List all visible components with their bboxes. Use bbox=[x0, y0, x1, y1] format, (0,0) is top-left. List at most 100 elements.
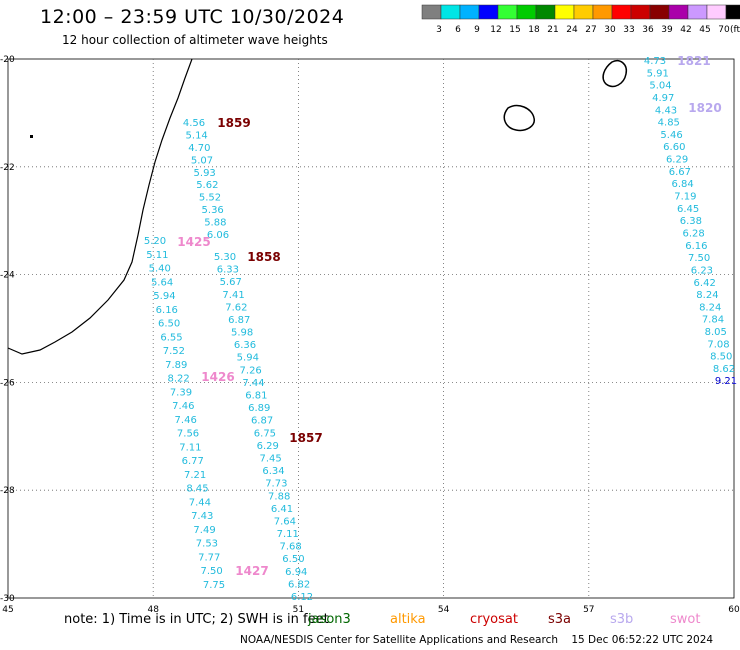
islet bbox=[30, 135, 33, 138]
x-tick-label: 54 bbox=[438, 605, 450, 615]
colorbar-label: 18 bbox=[528, 25, 540, 35]
pass-label: 1427 bbox=[235, 564, 268, 578]
wave-height-value: 7.50 bbox=[688, 253, 710, 264]
wave-height-value: 7.44 bbox=[242, 378, 264, 389]
colorbar-label: (ft) bbox=[730, 25, 740, 35]
wave-height-value: 5.36 bbox=[202, 205, 224, 216]
colorbar-label: 27 bbox=[585, 25, 596, 35]
wave-height-value: 6.94 bbox=[285, 567, 307, 578]
wave-height-value: 7.43 bbox=[191, 511, 213, 522]
wave-height-value: 5.07 bbox=[191, 155, 213, 166]
wave-height-value: 6.29 bbox=[666, 155, 688, 166]
color-swatch bbox=[497, 4, 518, 20]
wave-height-value: 7.49 bbox=[193, 525, 215, 536]
credit-timestamp: 15 Dec 06:52:22 UTC 2024 bbox=[571, 634, 714, 646]
mission-s3a: s3a bbox=[548, 612, 572, 627]
colorbar-label: 15 bbox=[509, 25, 520, 35]
reunion-island bbox=[503, 104, 535, 132]
color-swatch bbox=[478, 4, 499, 20]
wave-height-value: 5.88 bbox=[204, 218, 226, 229]
wave-height-value: 6.45 bbox=[677, 204, 699, 215]
x-tick-label: 57 bbox=[583, 605, 594, 615]
wave-height-value: 6.34 bbox=[262, 466, 284, 477]
wave-height-value: 6.60 bbox=[663, 142, 685, 153]
wave-height-value: 9.21 bbox=[715, 376, 737, 387]
footer-credit: NOAA/NESDIS Center for Satellite Applica… bbox=[240, 634, 713, 646]
wave-height-value: 5.67 bbox=[220, 277, 242, 288]
wave-height-value: 7.64 bbox=[274, 516, 296, 527]
color-swatch bbox=[421, 4, 442, 20]
wave-height-value: 7.89 bbox=[165, 360, 187, 371]
map-frame bbox=[7, 58, 735, 599]
wave-height-value: 7.53 bbox=[196, 539, 218, 550]
wave-height-value: 7.11 bbox=[179, 442, 201, 453]
colorbar-label: 12 bbox=[490, 25, 501, 35]
wave-height-value: 6.42 bbox=[694, 278, 716, 289]
wave-height-value: 8.45 bbox=[186, 484, 208, 495]
wave-height-value: 7.26 bbox=[240, 365, 262, 376]
color-swatch bbox=[573, 4, 594, 20]
wave-height-value: 7.11 bbox=[277, 529, 299, 540]
mission-s3b: s3b bbox=[610, 612, 634, 627]
colorbar-label: 42 bbox=[680, 25, 691, 35]
wave-height-value: 4.43 bbox=[655, 105, 677, 116]
wave-height-value: 7.84 bbox=[702, 315, 724, 326]
wave-height-value: 6.87 bbox=[228, 315, 250, 326]
colorbar-label: 21 bbox=[547, 25, 558, 35]
wave-height-value: 8.24 bbox=[696, 290, 718, 301]
credit-text: NOAA/NESDIS Center for Satellite Applica… bbox=[240, 634, 558, 646]
wave-height-value: 5.98 bbox=[231, 328, 253, 339]
wave-height-value: 6.12 bbox=[291, 592, 313, 603]
pass-label: 1858 bbox=[247, 250, 280, 264]
wave-height-value: 5.14 bbox=[186, 130, 208, 141]
wave-height-value: 6.16 bbox=[156, 305, 178, 316]
colorbar-label: 3 bbox=[436, 25, 442, 35]
pass-label: 1820 bbox=[688, 101, 721, 115]
pass-label: 1859 bbox=[217, 116, 250, 130]
wave-height-value: 5.62 bbox=[196, 180, 218, 191]
mission-cryosat: cryosat bbox=[470, 612, 518, 627]
y-tick-label: -26 bbox=[0, 378, 15, 388]
wave-height-value: 7.88 bbox=[268, 491, 290, 502]
color-swatch bbox=[440, 4, 461, 20]
wave-height-value: 5.04 bbox=[649, 81, 671, 92]
wave-height-value: 7.46 bbox=[175, 415, 197, 426]
wave-height-value: 6.75 bbox=[254, 428, 276, 439]
wave-height-value: 5.30 bbox=[214, 252, 236, 263]
wave-height-value: 8.50 bbox=[710, 352, 732, 363]
wave-height-value: 7.75 bbox=[203, 580, 225, 591]
wave-height-value: 5.46 bbox=[660, 130, 682, 141]
wave-height-value: 6.23 bbox=[691, 265, 713, 276]
wave-height-value: 6.67 bbox=[669, 167, 691, 178]
wave-height-value: 7.46 bbox=[172, 401, 194, 412]
color-swatch bbox=[516, 4, 537, 20]
wave-height-value: 6.28 bbox=[683, 228, 705, 239]
wave-height-value: 4.97 bbox=[652, 93, 674, 104]
wave-height-value: 4.70 bbox=[188, 143, 210, 154]
mauritius-island bbox=[602, 60, 628, 88]
wave-height-value: 6.36 bbox=[234, 340, 256, 351]
color-swatch bbox=[611, 4, 632, 20]
wave-height-value: 6.82 bbox=[288, 579, 310, 590]
wave-height-value: 7.44 bbox=[189, 497, 211, 508]
wave-height-value: 6.89 bbox=[248, 403, 270, 414]
color-swatch bbox=[668, 4, 689, 20]
wave-height-value: 6.16 bbox=[685, 241, 707, 252]
wave-height-value: 7.77 bbox=[198, 552, 220, 563]
wave-height-value: 5.11 bbox=[146, 250, 168, 261]
colorbar-label: 45 bbox=[699, 25, 710, 35]
page-title: 12:00 – 23:59 UTC 10/30/2024 bbox=[40, 6, 345, 28]
color-swatch bbox=[630, 4, 651, 20]
wave-height-value: 4.73 bbox=[644, 56, 666, 67]
wave-height-value: 5.94 bbox=[153, 291, 175, 302]
mission-jason3: jason3 bbox=[308, 612, 351, 627]
pass-label: 1425 bbox=[177, 235, 210, 249]
wave-height-value: 7.41 bbox=[222, 290, 244, 301]
wave-height-value: 6.33 bbox=[217, 265, 239, 276]
x-tick-label: 48 bbox=[147, 605, 159, 615]
wave-height-value: 6.41 bbox=[271, 504, 293, 515]
colorbar-label: 9 bbox=[474, 25, 480, 35]
wave-height-value: 5.64 bbox=[151, 277, 173, 288]
wave-height-value: 7.19 bbox=[674, 192, 696, 203]
